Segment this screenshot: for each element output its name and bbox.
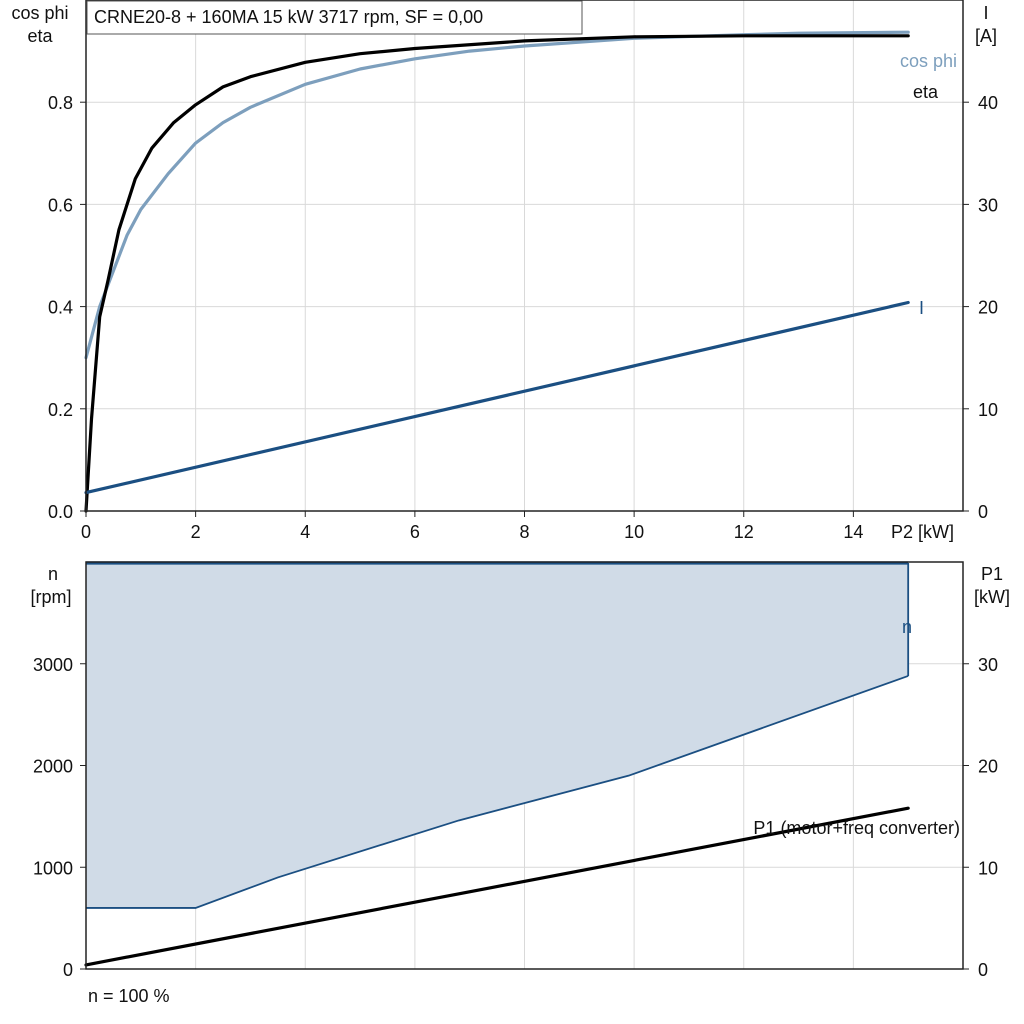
x-tick-label: 12	[734, 522, 754, 542]
y-left-tick-label: 0	[63, 960, 73, 980]
y-right-label-line1: P1	[981, 564, 1003, 584]
y-right-tick-label: 10	[978, 858, 998, 878]
y-left-tick-label: 0.6	[48, 195, 73, 215]
x-tick-label: 4	[300, 522, 310, 542]
y-right-tick-label: 40	[978, 93, 998, 113]
y-right-tick-label: 20	[978, 757, 998, 777]
y-right-tick-label: 30	[978, 655, 998, 675]
cos-phi-curve	[84, 30, 910, 360]
x-tick-label: 10	[624, 522, 644, 542]
y-left-tick-label: 0.2	[48, 400, 73, 420]
x-tick-label: 8	[519, 522, 529, 542]
bottom-series	[84, 561, 910, 967]
y-left-tick-label: 1000	[33, 858, 73, 878]
series-label-cos-phi: cos phi	[900, 51, 957, 71]
y-right-tick-label: 0	[978, 502, 988, 522]
y-right-tick-label: 10	[978, 400, 998, 420]
series-label-eta: eta	[913, 82, 939, 102]
speed-range-area	[86, 563, 909, 908]
p1-line	[84, 806, 910, 967]
series-label-p1: P1 (motor+freq converter)	[753, 818, 960, 838]
series-label-speed: n	[902, 617, 912, 637]
y-left-tick-label: 0.0	[48, 502, 73, 522]
x-axis-label: P2 [kW]	[891, 522, 954, 542]
eta-curve	[84, 34, 910, 513]
y-left-tick-label: 2000	[33, 757, 73, 777]
y-right-tick-label: 20	[978, 298, 998, 318]
footnote: n = 100 %	[88, 986, 170, 1006]
y-left-tick-label: 3000	[33, 655, 73, 675]
y-right-label-line2: [kW]	[974, 587, 1010, 607]
y-right-tick-label: 0	[978, 960, 988, 980]
y-left-label-line1: cos phi	[11, 3, 68, 23]
y-left-tick-label: 0.4	[48, 298, 73, 318]
x-tick-label: 2	[191, 522, 201, 542]
y-right-label-line1: I	[983, 3, 988, 23]
tick-labels: 0 2 4 6 8 10 12 14 0.0 0.2 0.4 0.6 0.8 0 10 20 30 40 0 1000…	[33, 93, 998, 980]
y-left-label-line1: n	[48, 564, 58, 584]
y-left-label-line2: [rpm]	[30, 587, 71, 607]
current-line	[84, 300, 910, 495]
y-left-tick-label: 0.8	[48, 93, 73, 113]
x-tick-label: 6	[410, 522, 420, 542]
chart-title: CRNE20-8 + 160MA 15 kW 3717 rpm, SF = 0,…	[94, 7, 483, 27]
x-tick-label: 0	[81, 522, 91, 542]
series-label-current: I	[919, 298, 924, 318]
x-tick-label: 14	[843, 522, 863, 542]
y-left-label-line2: eta	[27, 26, 53, 46]
y-right-label-line2: [A]	[975, 26, 997, 46]
speed-min-line	[86, 675, 909, 909]
top-series	[84, 30, 910, 513]
y-right-tick-label: 30	[978, 195, 998, 215]
title-box	[86, 0, 583, 35]
top-grid	[86, 0, 963, 511]
